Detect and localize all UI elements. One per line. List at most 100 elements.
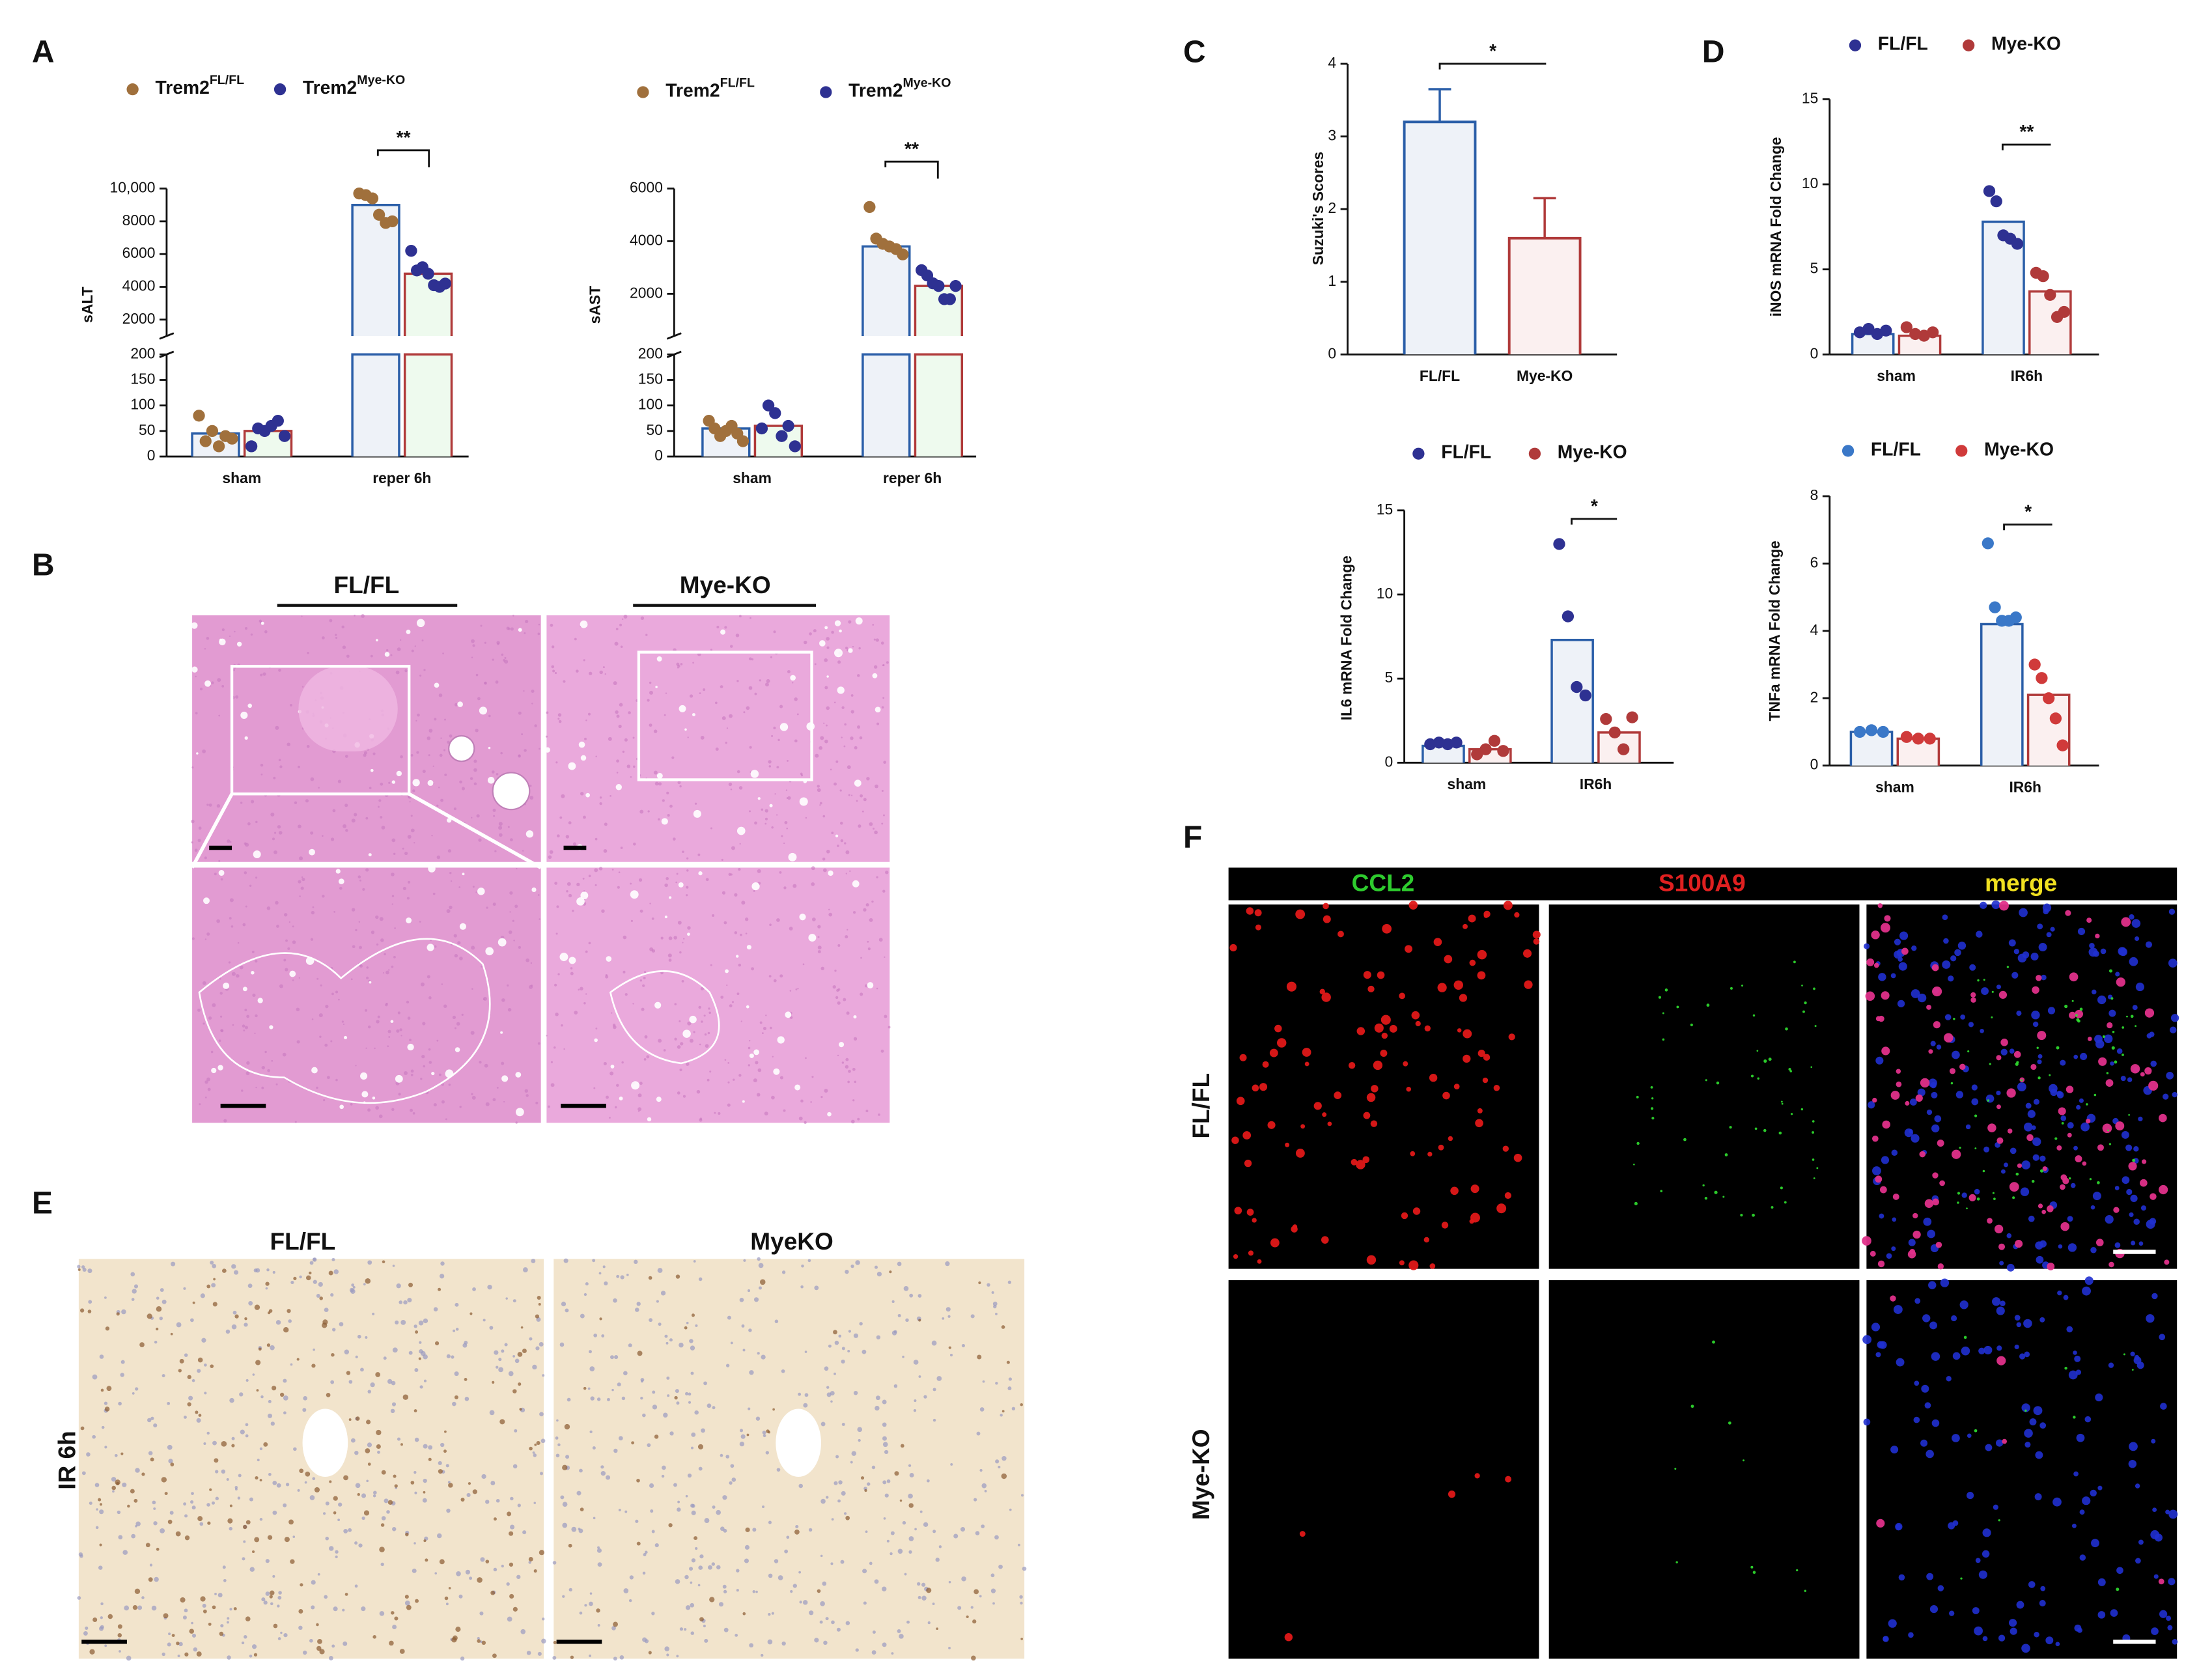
cell (378, 1114, 383, 1119)
cell (298, 824, 301, 829)
cell (1778, 1131, 1782, 1135)
cell (447, 818, 452, 823)
cell (558, 720, 562, 723)
cell (1983, 1345, 1993, 1354)
cell (739, 843, 741, 845)
cell (784, 1549, 789, 1554)
cell (270, 1421, 275, 1426)
cell (656, 773, 663, 779)
y-axis-label: iNOS mRNA Fold Change (1767, 137, 1784, 316)
data-point (2058, 305, 2070, 318)
cell (700, 987, 705, 990)
cell (498, 822, 503, 826)
cell (1909, 1128, 1913, 1134)
cell (477, 1636, 480, 1640)
cell (414, 1437, 419, 1442)
cell (776, 766, 779, 769)
cell (2168, 908, 2176, 915)
y-tick-label: 4 (1810, 621, 1819, 638)
cell (311, 1018, 314, 1020)
cell (742, 1100, 745, 1103)
cell (1896, 1069, 1901, 1074)
cell (720, 629, 726, 635)
cell (343, 1529, 348, 1533)
cell (758, 1263, 764, 1268)
cell (229, 1397, 234, 1403)
cell (204, 1097, 207, 1099)
x-tick-label: reper 6h (372, 469, 431, 486)
cell (220, 1029, 224, 1033)
cell (1982, 1169, 1985, 1173)
cell (869, 1561, 873, 1565)
cell (655, 686, 658, 688)
cell (466, 1492, 471, 1497)
cell (510, 1496, 514, 1501)
cell (539, 1412, 544, 1417)
cell (673, 837, 676, 841)
cell (300, 886, 304, 890)
cell (1437, 983, 1447, 992)
cell (656, 1097, 662, 1102)
cell (2058, 1107, 2066, 1115)
cell (718, 1602, 723, 1607)
cell (990, 1573, 995, 1578)
cell (813, 629, 817, 633)
cell (666, 791, 669, 794)
cell (927, 1621, 931, 1625)
cell (2016, 1322, 2022, 1328)
cell (757, 1352, 760, 1355)
cell (180, 1597, 186, 1603)
cell (736, 1589, 739, 1592)
cell (244, 1635, 247, 1639)
cell (891, 1652, 894, 1655)
cell (135, 1521, 141, 1527)
cell (464, 1378, 468, 1381)
cell (948, 1346, 951, 1349)
cell (167, 1519, 173, 1524)
cell (2039, 1317, 2045, 1323)
cell (688, 1401, 692, 1404)
cell (1532, 931, 1541, 939)
cell (309, 1495, 315, 1500)
cell (817, 936, 820, 938)
cell (618, 1509, 621, 1511)
cell (1018, 1543, 1020, 1547)
cell (766, 679, 770, 683)
cell (1804, 1589, 1806, 1592)
cell (537, 1042, 540, 1045)
cell (419, 674, 422, 677)
cell (370, 1382, 375, 1388)
cell (669, 1431, 674, 1436)
cell (460, 1497, 465, 1502)
cell (636, 1541, 641, 1546)
cell (385, 649, 389, 652)
cell (1899, 931, 1909, 940)
cell (669, 1338, 673, 1342)
significance-bracket (2001, 143, 2051, 150)
cell (1812, 1131, 1815, 1134)
cell (883, 814, 885, 817)
cell (882, 1480, 887, 1485)
cell (355, 1065, 357, 1067)
cell (1020, 1494, 1024, 1497)
cell (473, 768, 477, 772)
legend-name: Mye-KO (1558, 441, 1627, 462)
cell (335, 1555, 338, 1559)
cell (454, 1371, 459, 1377)
cell (1996, 1356, 2006, 1365)
cell (618, 1436, 623, 1441)
cell (510, 1524, 515, 1530)
cell (2045, 1636, 2054, 1645)
legend-marker (1955, 445, 1968, 457)
cell (335, 636, 338, 639)
cell (217, 678, 221, 682)
cell (100, 1388, 104, 1392)
cell (2167, 1625, 2173, 1631)
cell (2090, 1247, 2097, 1253)
cell (882, 697, 885, 699)
cell (749, 617, 751, 619)
cell (99, 1543, 102, 1547)
cell (342, 1608, 345, 1612)
cell (1399, 1260, 1405, 1266)
cell (294, 801, 298, 804)
